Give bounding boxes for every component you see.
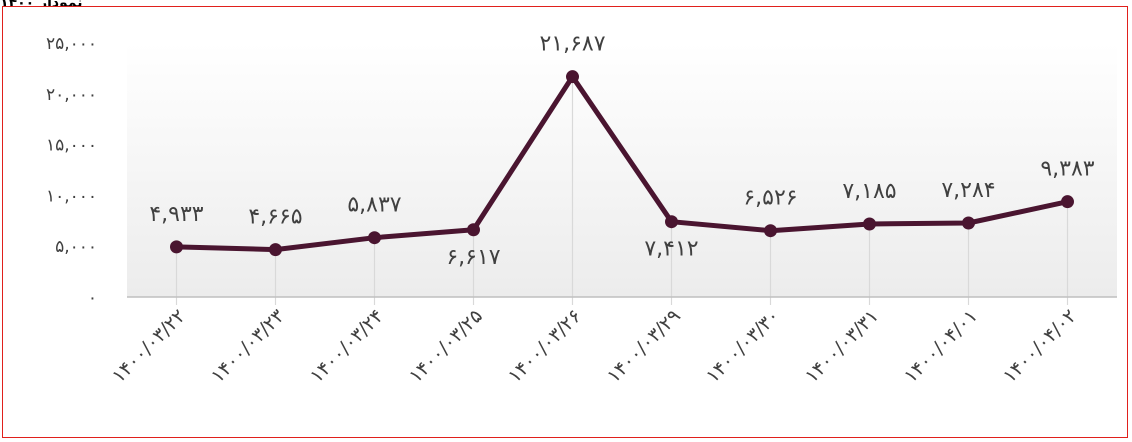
data-point [368, 231, 381, 245]
data-point [170, 240, 183, 254]
data-point [863, 217, 876, 231]
data-label: ۹,۳۸۳ [1040, 157, 1094, 182]
y-tick-label: ۱۵,۰۰۰ [46, 136, 97, 156]
data-label: ۴,۶۶۵ [248, 205, 302, 230]
plot-area-background [127, 43, 1117, 297]
data-point [1061, 195, 1074, 209]
y-tick-label: ۵,۰۰۰ [55, 237, 97, 257]
x-tick-label: ۱۴۰۰/۰۳/۲۲ [108, 305, 190, 387]
x-tick-label: ۱۴۰۰/۰۴/۰۱ [900, 305, 982, 387]
data-point [269, 243, 282, 257]
data-label: ۷,۲۸۴ [941, 178, 995, 203]
x-tick-label: ۱۴۰۰/۰۳/۳۱ [801, 305, 883, 387]
x-tick-label: ۱۴۰۰/۰۳/۳۰ [702, 305, 784, 387]
data-label: ۷,۴۱۲ [644, 237, 698, 262]
y-tick-label: ۱۰,۰۰۰ [46, 186, 97, 206]
x-tick-label: ۱۴۰۰/۰۴/۰۲ [999, 305, 1081, 387]
y-tick-label: ۲۵,۰۰۰ [46, 34, 97, 54]
clipped-header-text: ۱۴۰۰ نمودار [0, 0, 160, 6]
x-tick-label: ۱۴۰۰/۰۳/۲۳ [207, 305, 289, 387]
x-tick-label: ۱۴۰۰/۰۳/۲۴ [306, 305, 388, 387]
data-point [467, 223, 480, 237]
data-point [566, 70, 579, 84]
y-tick-label: ۲۰,۰۰۰ [46, 85, 97, 105]
data-label: ۴,۹۳۳ [149, 202, 203, 227]
data-point [962, 216, 975, 230]
x-tick-label: ۱۴۰۰/۰۳/۲۶ [504, 305, 586, 387]
x-tick-label: ۱۴۰۰/۰۳/۲۹ [603, 305, 685, 387]
data-label: ۲۱,۶۸۷ [539, 32, 605, 57]
x-tick-label: ۱۴۰۰/۰۳/۲۵ [405, 305, 487, 387]
data-label: ۵,۸۳۷ [347, 193, 401, 218]
data-label: ۶,۵۲۶ [743, 186, 797, 211]
chart-frame: ۰ ۵,۰۰۰ ۱۰,۰۰۰ ۱۵,۰۰۰ ۲۰,۰۰۰ ۲۵,۰۰۰ ۴,۹۳۳ ۴,۶۶… [2, 6, 1128, 438]
series-line [174, 74, 1070, 253]
line-chart: ۰ ۵,۰۰۰ ۱۰,۰۰۰ ۱۵,۰۰۰ ۲۰,۰۰۰ ۲۵,۰۰۰ ۴,۹۳۳ ۴,۶۶… [46, 32, 1117, 387]
data-point [665, 215, 678, 229]
y-tick-label: ۰ [88, 288, 97, 308]
data-point [764, 224, 777, 238]
data-label: ۷,۱۸۵ [842, 179, 896, 204]
data-label: ۶,۶۱۷ [446, 245, 500, 270]
